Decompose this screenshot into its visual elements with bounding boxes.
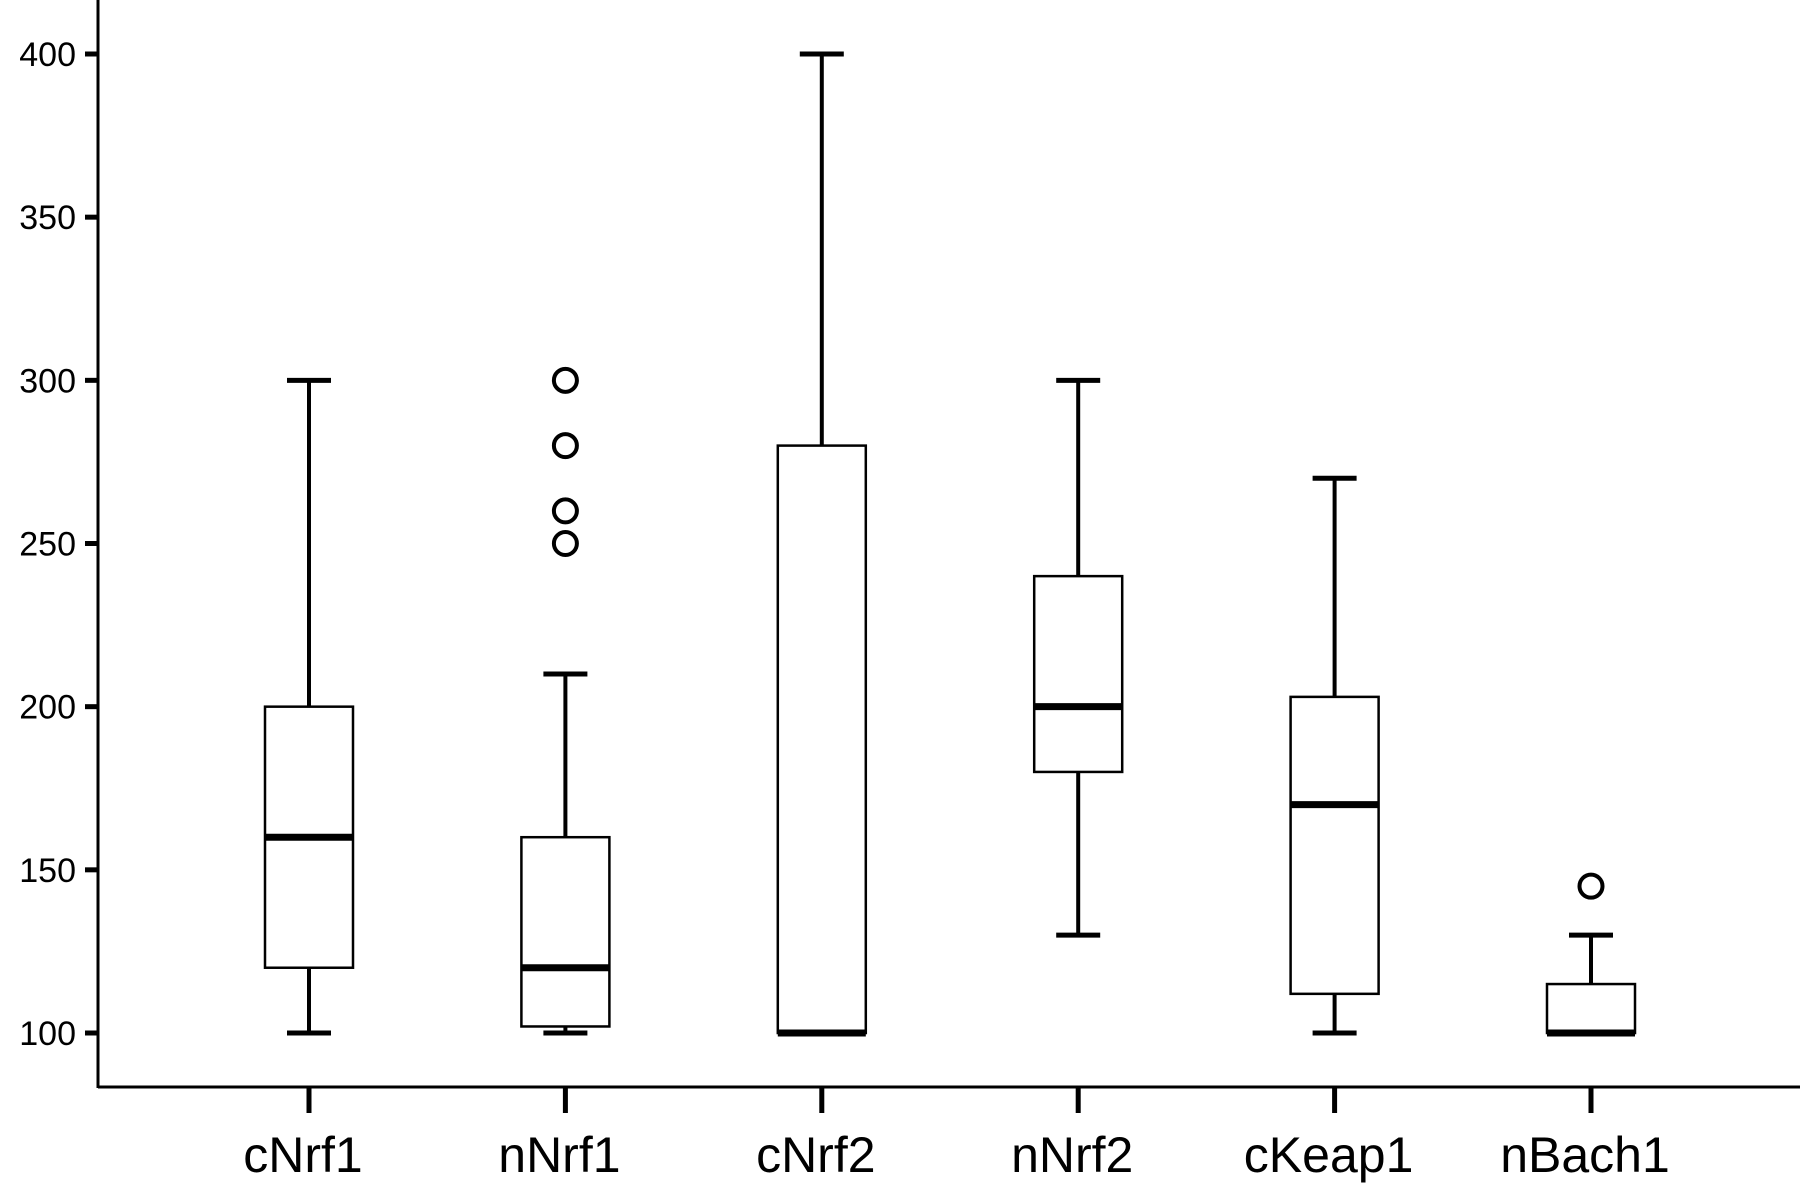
box-cNrf2 [776, 51, 868, 1037]
box-nNrf2 [1032, 377, 1124, 938]
outlier-point [551, 366, 579, 394]
y-axis-ticks: 100 150 200 250 300 350 400 [19, 36, 98, 1053]
x-tick-label: nNrf1 [498, 1127, 620, 1183]
x-tick-label: cNrf1 [243, 1127, 362, 1183]
y-tick-label: 150 [19, 852, 76, 890]
y-tick-label: 250 [19, 526, 76, 564]
x-tick-label: nBach1 [1500, 1127, 1670, 1183]
outlier-point [551, 530, 579, 557]
box-nBach1 [1545, 872, 1637, 1037]
box-cNrf1 [263, 377, 355, 1036]
outlier-point [551, 497, 579, 525]
x-tick-label: nNrf2 [1011, 1127, 1133, 1183]
y-tick-label: 400 [19, 36, 76, 74]
box-series [263, 51, 1637, 1037]
outlier-point [551, 432, 579, 460]
x-axis-ticks: cNrf1 nNrf1 cNrf2 nNrf2 cKeap1 nBach1 [243, 1087, 1670, 1183]
x-tick-label: cNrf2 [756, 1127, 875, 1183]
outlier-point [1577, 872, 1605, 900]
y-tick-label: 350 [19, 199, 76, 237]
iqr-box [520, 835, 611, 1028]
x-tick-label: cKeap1 [1244, 1127, 1414, 1183]
y-tick-label: 100 [19, 1015, 76, 1053]
box-cKeap1 [1289, 475, 1380, 1036]
iqr-box [1545, 982, 1637, 1035]
y-tick-label: 200 [19, 689, 76, 727]
y-tick-label: 300 [19, 362, 76, 400]
iqr-box [776, 444, 868, 1035]
iqr-box [1289, 695, 1380, 996]
iqr-box [1032, 574, 1124, 774]
box-nNrf1 [520, 366, 611, 1036]
